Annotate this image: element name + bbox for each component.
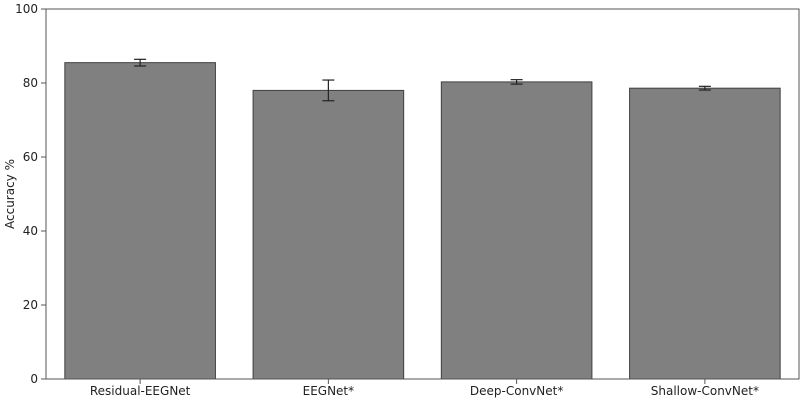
x-tick-label: Residual-EEGNet [90,384,191,398]
x-tick-label: EEGNet* [303,384,355,398]
bar-series [64,62,781,380]
y-tick-label: 60 [23,150,38,164]
bar [440,81,593,380]
bar [629,87,781,380]
y-tick-label: 40 [23,224,38,238]
x-tick-label: Deep-ConvNet* [470,384,563,398]
x-tick-label: Shallow-ConvNet* [651,384,759,398]
y-tick-label: 20 [23,298,38,312]
x-axis: Residual-EEGNet EEGNet* Deep-ConvNet* Shall… [90,379,759,398]
y-axis-label: Accuracy % [3,159,17,229]
y-tick-label: 80 [23,76,38,90]
bar [252,89,405,380]
bar [64,62,216,380]
y-tick-label: 100 [15,2,38,16]
y-axis: 0 20 40 60 80 100 [15,2,46,386]
y-tick-label: 0 [30,372,38,386]
error-bars [134,58,711,102]
plot-frame [45,8,800,380]
